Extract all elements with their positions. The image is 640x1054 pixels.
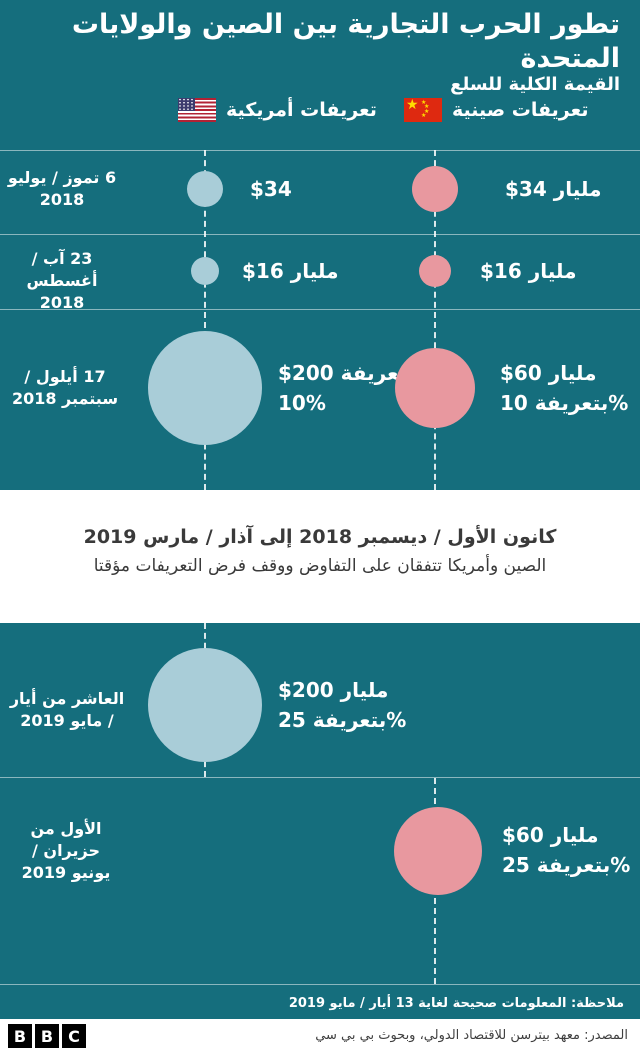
us-bubble <box>148 331 262 445</box>
us-value: $34 <box>250 174 292 204</box>
source-credit: المصدر: معهد بيترسن للاقتصاد الدولي، وبح… <box>315 1028 628 1043</box>
us-value: $200 مليار بتعريفة 25% <box>278 675 406 735</box>
legend-china: ★ ★ ★ ★ ★ تعريفات صينية <box>404 98 588 122</box>
row-divider <box>0 309 640 310</box>
china-value-line: $60 مليار <box>502 823 599 847</box>
us-bubble <box>191 257 219 285</box>
row-date: 17 أيلول / سبتمبر 2018 <box>11 367 119 408</box>
row-date: 23 آب / أغسطس 2018 <box>26 249 98 312</box>
row-date: الأول من حزيران / يونيو 2019 <box>21 819 111 882</box>
china-value: $60 مليار بتعريفة 25% <box>502 820 630 880</box>
china-flag-small-star-icon: ★ <box>424 103 430 110</box>
us-value-line: $34 <box>250 177 292 201</box>
truce-text: الصين وأمريكا تتفقان على التفاوض ووقف فر… <box>93 556 547 576</box>
bbc-logo-block: B <box>8 1024 32 1048</box>
china-value-line: $34 مليار <box>505 177 602 201</box>
china-flag-small-star-icon: ★ <box>421 99 427 106</box>
bbc-logo-block: C <box>62 1024 86 1048</box>
page-title: تطور الحرب التجارية بين الصين والولايات … <box>71 9 620 74</box>
us-value-line: بتعريفة 25% <box>278 708 407 732</box>
us-flag-icon <box>178 98 216 122</box>
china-value: $34 مليار <box>505 174 601 204</box>
row-divider <box>0 777 640 778</box>
china-bubble <box>395 348 475 428</box>
china-value: $16 مليار <box>480 256 576 286</box>
legend-us-label: تعريفات أمريكية <box>226 99 377 121</box>
footnote: ملاحظة: المعلومات صحيحة لغاية 13 أيار / … <box>288 996 624 1011</box>
us-bubble <box>187 171 223 207</box>
china-bubble <box>394 807 482 895</box>
us-timeline-axis <box>204 150 206 490</box>
bbc-logo-block: B <box>35 1024 59 1048</box>
us-value: $16 مليار <box>242 256 338 286</box>
legend-china-label: تعريفات صينية <box>452 99 589 121</box>
china-flag-star-icon: ★ <box>406 97 419 113</box>
us-bubble <box>148 648 262 762</box>
china-value-line: بتعريفة 25% <box>502 853 631 877</box>
china-value-line: بتعريفة 10% <box>500 391 629 415</box>
legend-us: تعريفات أمريكية <box>178 98 377 122</box>
row-date: العاشر من أيار / مايو 2019 <box>9 689 125 730</box>
china-bubble <box>412 166 458 212</box>
footer-bar: B B C المصدر: معهد بيترسن للاقتصاد الدول… <box>0 1019 640 1054</box>
china-bubble <box>419 255 451 287</box>
row-divider <box>0 150 640 151</box>
truce-dates: كانون الأول / ديسمبر 2018 إلى آذار / مار… <box>83 526 557 548</box>
row-divider <box>0 984 640 985</box>
truce-band: كانون الأول / ديسمبر 2018 إلى آذار / مار… <box>0 490 640 623</box>
china-value: $60 مليار بتعريفة 10% <box>500 358 628 418</box>
bbc-logo: B B C <box>8 1024 86 1048</box>
page-subtitle: القيمة الكلية للسلع <box>450 74 620 95</box>
row-divider <box>0 234 640 235</box>
row-date: 6 تموز / يوليو 2018 <box>7 168 117 209</box>
china-timeline-axis <box>434 150 436 490</box>
us-value: $200 بتعريفة 10% <box>278 358 414 418</box>
china-value-line: $60 مليار <box>500 361 597 385</box>
china-flag-small-star-icon: ★ <box>424 108 430 115</box>
us-flag-canton <box>178 98 195 111</box>
us-value-line: 10% <box>278 391 326 415</box>
china-flag-icon: ★ ★ ★ ★ ★ <box>404 98 442 122</box>
china-value-line: $16 مليار <box>480 259 577 283</box>
us-value-line: $200 مليار <box>278 678 389 702</box>
us-value-line: $200 بتعريفة <box>278 361 415 385</box>
us-value-line: $16 مليار <box>242 259 339 283</box>
china-flag-small-star-icon: ★ <box>421 112 427 119</box>
